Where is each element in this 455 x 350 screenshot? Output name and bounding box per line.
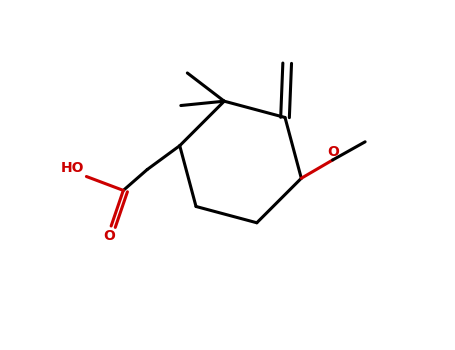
- Text: O: O: [328, 145, 339, 159]
- Text: O: O: [103, 230, 115, 244]
- Text: HO: HO: [61, 161, 84, 175]
